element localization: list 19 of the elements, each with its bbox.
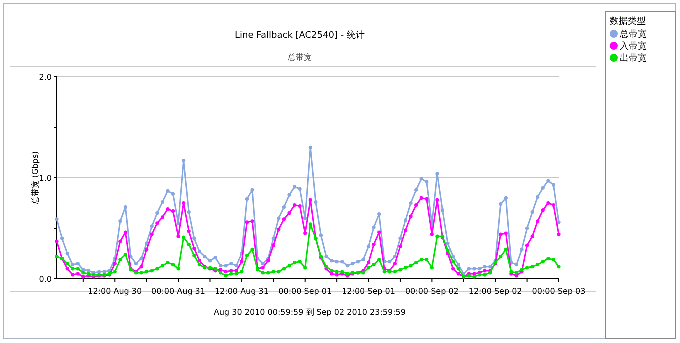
x-tick-label: 00:00 Aug 31 (152, 287, 206, 296)
x-tick-label: 00:00 Sep 01 (278, 287, 332, 296)
y-axis-title: 总带宽 (Gbps) (31, 151, 40, 206)
y-tick-label: 1.0 (39, 174, 52, 183)
legend-label: 出带宽 (620, 53, 647, 64)
x-tick-label: 12:00 Sep 02 (468, 287, 522, 296)
y-tick-label: 2.0 (39, 73, 52, 82)
x-tick-label: 12:00 Aug 31 (214, 287, 269, 296)
legend-label: 总带宽 (619, 29, 647, 40)
text: Aug 30 2010 00:59:59 到 Sep 02 2010 23:59:59 (214, 308, 406, 317)
x-tick-label: 00:00 Sep 02 (405, 287, 459, 296)
legend-title: 数据类型 (610, 16, 646, 27)
x-tick-label: 12:00 Aug 30 (88, 287, 142, 296)
legend-label: 入带宽 (620, 41, 647, 52)
chart-subtitle: 总带宽 (287, 53, 312, 62)
x-tick-label: 12:00 Sep 01 (342, 287, 396, 296)
y-tick-label: 0.0 (39, 275, 52, 284)
x-tick-label: 00:00 Sep 03 (532, 287, 586, 296)
chart-title: Line Fallback [AC2540] - 统计 (235, 30, 365, 41)
